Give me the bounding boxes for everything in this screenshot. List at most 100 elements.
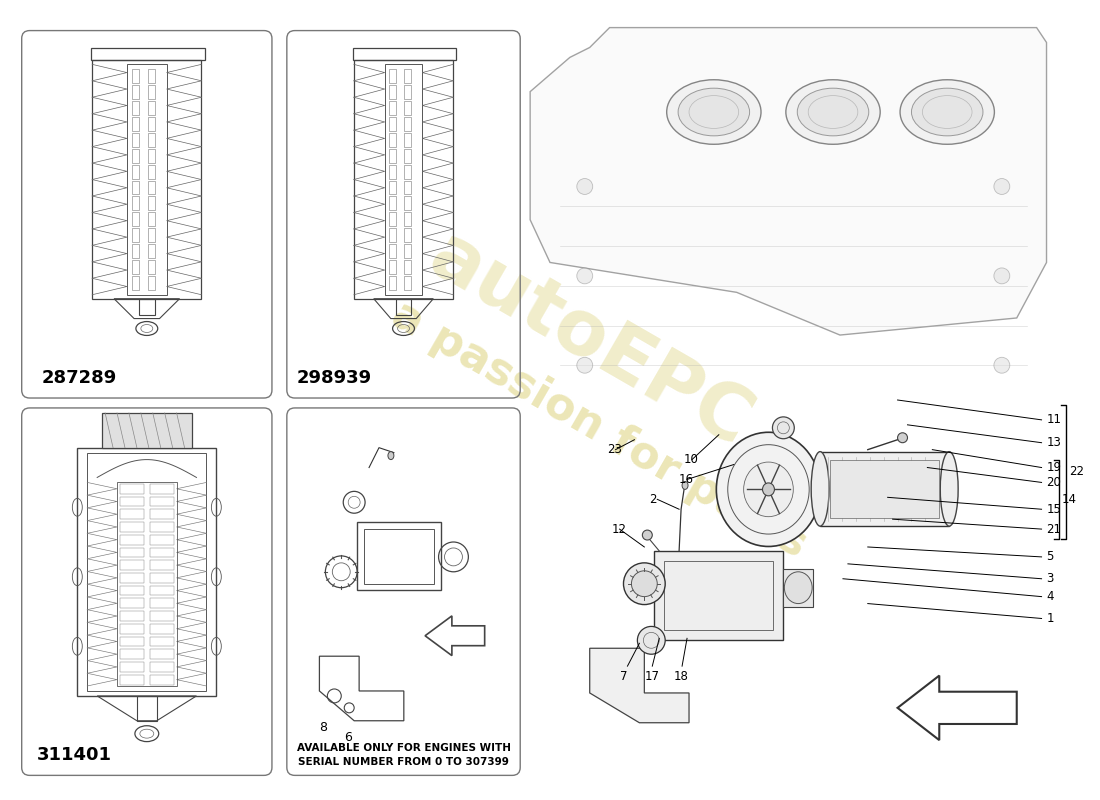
Bar — [132, 117, 139, 131]
Ellipse shape — [912, 88, 983, 136]
Bar — [147, 276, 155, 290]
Bar — [389, 86, 396, 99]
Bar — [150, 535, 174, 545]
Bar — [783, 569, 813, 606]
Bar — [389, 244, 396, 258]
Polygon shape — [530, 28, 1046, 335]
Bar — [389, 197, 396, 210]
Ellipse shape — [667, 80, 761, 144]
Bar — [389, 149, 396, 162]
Polygon shape — [590, 648, 689, 722]
Text: 7: 7 — [619, 670, 627, 682]
Text: 1: 1 — [1046, 612, 1054, 625]
Bar — [132, 260, 139, 274]
Bar — [132, 101, 139, 115]
Bar — [92, 60, 201, 298]
Bar — [132, 276, 139, 290]
Bar — [87, 453, 207, 691]
Bar — [132, 244, 139, 258]
Bar — [77, 448, 217, 696]
Bar — [405, 149, 411, 162]
Ellipse shape — [772, 417, 794, 438]
Bar — [120, 560, 144, 570]
Bar — [405, 101, 411, 115]
Bar — [147, 165, 155, 178]
Text: 2: 2 — [649, 493, 657, 506]
Text: 14: 14 — [1062, 493, 1077, 506]
Bar — [150, 674, 174, 685]
Bar — [405, 244, 411, 258]
Bar — [120, 497, 144, 506]
Bar — [405, 260, 411, 274]
Ellipse shape — [716, 432, 821, 546]
Bar — [405, 212, 411, 226]
Bar — [405, 70, 411, 83]
Text: 12: 12 — [612, 522, 627, 535]
Bar — [150, 624, 174, 634]
Bar — [385, 64, 422, 294]
Ellipse shape — [576, 358, 593, 373]
Ellipse shape — [784, 572, 812, 603]
Bar — [150, 586, 174, 595]
Bar — [147, 212, 155, 226]
Ellipse shape — [744, 462, 793, 517]
Text: 4: 4 — [1046, 590, 1054, 603]
Bar — [353, 49, 456, 60]
Text: 19: 19 — [1046, 461, 1062, 474]
Bar — [132, 70, 139, 83]
Bar — [147, 70, 155, 83]
Bar — [150, 484, 174, 494]
Bar — [132, 181, 139, 194]
Bar — [91, 49, 205, 60]
Text: SERIAL NUMBER FROM 0 TO 307399: SERIAL NUMBER FROM 0 TO 307399 — [298, 758, 509, 767]
Bar — [147, 197, 155, 210]
Text: 20: 20 — [1046, 476, 1062, 489]
Bar — [150, 637, 174, 646]
Bar — [389, 133, 396, 146]
Bar — [132, 133, 139, 146]
Bar — [120, 624, 144, 634]
Bar — [147, 181, 155, 194]
Bar — [102, 413, 191, 448]
Text: 13: 13 — [1046, 436, 1062, 450]
Bar — [132, 228, 139, 242]
Bar — [389, 101, 396, 115]
Bar — [389, 117, 396, 131]
Text: 22: 22 — [1069, 466, 1085, 478]
Bar — [364, 529, 433, 584]
Ellipse shape — [900, 80, 994, 144]
Bar — [396, 298, 411, 314]
Bar — [120, 637, 144, 646]
Bar — [120, 535, 144, 545]
Bar — [120, 662, 144, 672]
Bar — [139, 298, 155, 314]
Ellipse shape — [678, 88, 749, 136]
Bar — [150, 611, 174, 621]
Text: 16: 16 — [679, 473, 694, 486]
Bar — [405, 86, 411, 99]
Bar — [654, 551, 783, 640]
Ellipse shape — [898, 433, 907, 442]
Bar — [389, 212, 396, 226]
Bar — [132, 165, 139, 178]
Bar — [150, 510, 174, 519]
Bar — [150, 522, 174, 532]
Bar — [389, 70, 396, 83]
Bar — [120, 650, 144, 659]
Text: 17: 17 — [645, 670, 659, 682]
Bar — [136, 696, 157, 721]
Ellipse shape — [994, 358, 1010, 373]
Bar — [120, 573, 144, 582]
Ellipse shape — [798, 88, 869, 136]
Bar — [132, 197, 139, 210]
Bar — [358, 522, 441, 590]
Text: 15: 15 — [1046, 502, 1062, 516]
Bar — [405, 181, 411, 194]
Bar — [405, 276, 411, 290]
Bar — [150, 497, 174, 506]
Bar — [405, 117, 411, 131]
Ellipse shape — [940, 452, 958, 526]
Bar — [120, 547, 144, 558]
Ellipse shape — [631, 571, 658, 597]
Bar — [821, 452, 949, 526]
